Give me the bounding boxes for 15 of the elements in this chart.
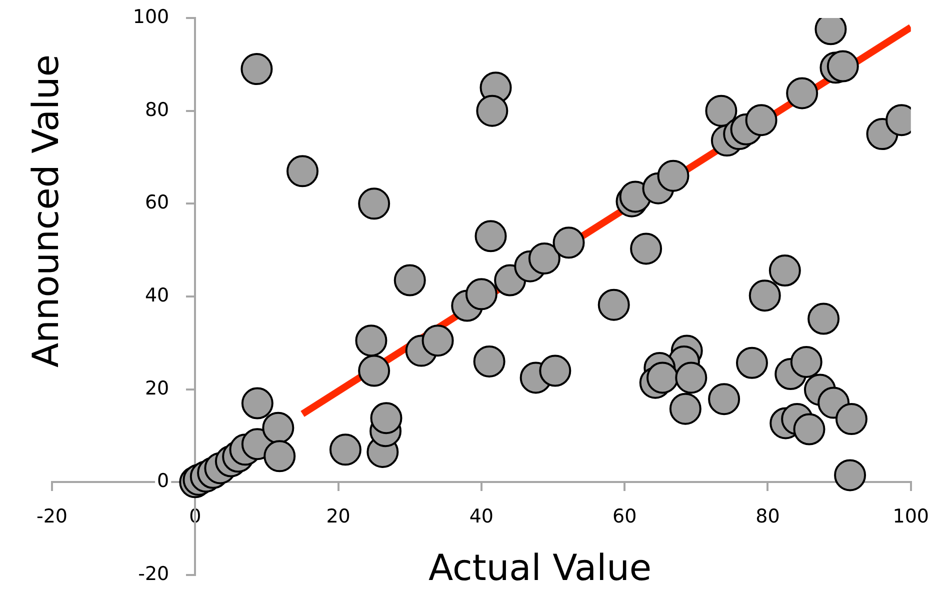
y-tick-label: 100 (132, 6, 170, 28)
y-tick-label: -20 (138, 562, 170, 585)
x-tick-label: 100 (892, 506, 929, 528)
y-tick-label: 60 (144, 192, 170, 214)
x-tick-label: 20 (326, 506, 350, 528)
x-tick-label: 80 (756, 506, 780, 528)
y-tick-label: 20 (144, 377, 170, 400)
y-tick-label: 0 (157, 470, 170, 492)
x-tick-label: -20 (36, 506, 68, 528)
y-axis-title: Announced Value (26, 54, 68, 370)
x-tick-label: 60 (612, 506, 637, 528)
y-tick-label: 80 (144, 98, 170, 121)
x-axis-title: Actual Value (427, 548, 653, 590)
x-tick-label: 40 (469, 506, 494, 528)
y-tick-label: 40 (144, 284, 170, 306)
